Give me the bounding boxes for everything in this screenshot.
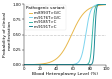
m.9191T>C: [102, 4, 104, 5]
m.9185T>C: [87, 62, 89, 63]
m.9176T>G/C: [27, 64, 28, 65]
X-axis label: Blood Heteroplasmy Level (%): Blood Heteroplasmy Level (%): [32, 72, 97, 76]
m.9185T>C: [102, 4, 104, 5]
Line: m.8993T>G/C: m.8993T>G/C: [23, 5, 106, 65]
m.8993T>G/C: [105, 4, 106, 5]
m.8993T>G/C: [102, 4, 104, 5]
m.8993T>G/C: [63, 49, 64, 50]
m.9191T>C: [87, 64, 89, 65]
m.8993T>G/C: [102, 4, 104, 5]
Line: m.9191T>C: m.9191T>C: [23, 4, 106, 65]
m.9185T>C: [105, 4, 106, 5]
m.9176T>G/C: [60, 64, 62, 65]
m.9185T>C: [23, 64, 24, 65]
m.9176T>G/C: [102, 4, 104, 5]
m.8993T>G/C: [23, 64, 24, 65]
Y-axis label: Probability of clinical
manifestation: Probability of clinical manifestation: [3, 12, 11, 57]
Line: m.9176T>G/C: m.9176T>G/C: [23, 4, 106, 65]
m.8993T>G/C: [87, 8, 89, 9]
m.9191T>C: [27, 64, 28, 65]
m.9185T>C: [60, 64, 62, 65]
m.9191T>C: [23, 64, 24, 65]
m.8993T>G/C: [60, 53, 62, 54]
m.9191T>C: [105, 4, 106, 5]
m.9176T>G/C: [63, 64, 64, 65]
m.9191T>C: [60, 64, 62, 65]
Line: m.9185T>C: m.9185T>C: [23, 4, 106, 65]
m.9185T>C: [63, 64, 64, 65]
m.9176T>G/C: [102, 4, 104, 5]
m.9185T>C: [102, 4, 104, 5]
Legend: m.8993T>G/C, m.9176T>G/C, m.9185T>C, m.9191T>C: m.8993T>G/C, m.9176T>G/C, m.9185T>C, m.9…: [25, 5, 65, 30]
m.9191T>C: [102, 4, 104, 5]
m.9176T>G/C: [87, 17, 89, 18]
m.9176T>G/C: [105, 4, 106, 5]
m.9191T>C: [63, 64, 64, 65]
m.9176T>G/C: [23, 64, 24, 65]
m.9185T>C: [27, 64, 28, 65]
m.8993T>G/C: [27, 64, 28, 65]
